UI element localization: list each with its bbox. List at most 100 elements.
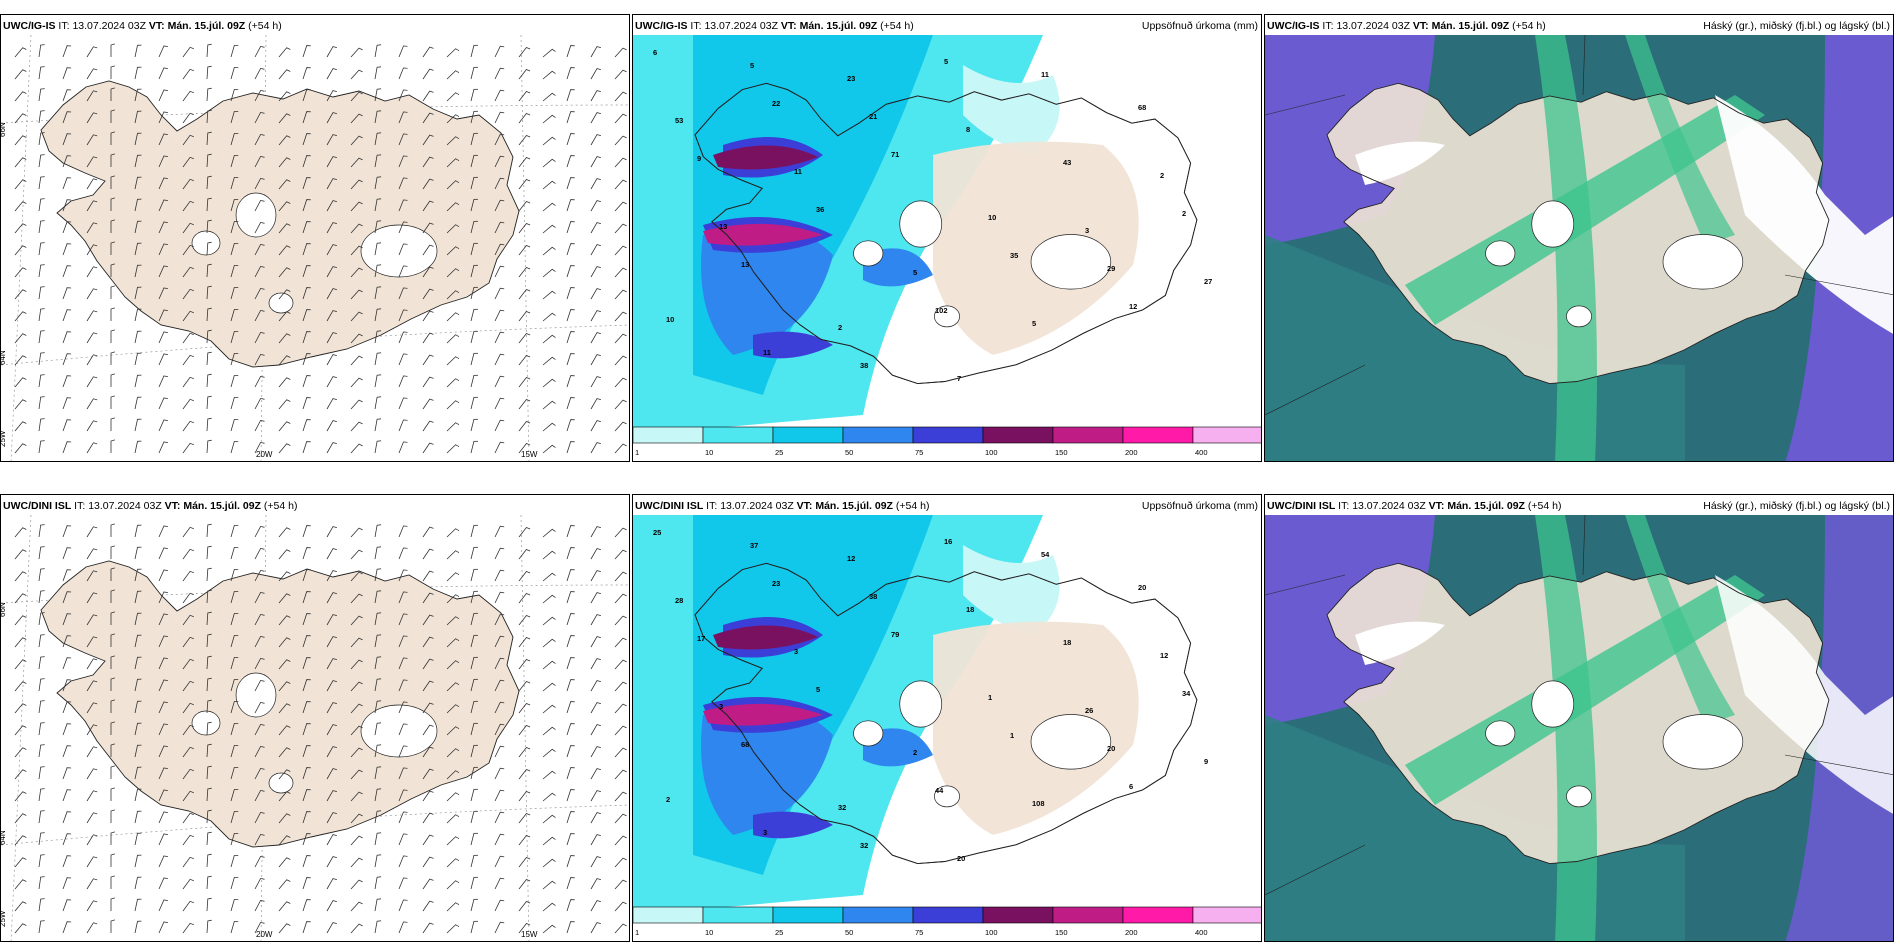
wind-barb	[206, 351, 212, 366]
wind-barb	[254, 921, 265, 934]
wind-barb	[542, 836, 556, 846]
glacier	[191, 710, 221, 736]
wind-barb	[494, 569, 505, 582]
wind-barb	[446, 836, 460, 846]
wind-barb	[566, 287, 575, 300]
wind-barb	[278, 637, 291, 648]
wind-barb	[158, 441, 168, 454]
wind-barb	[398, 221, 408, 234]
wind-barb	[110, 743, 116, 757]
wind-barb	[158, 133, 168, 146]
wind-barb	[14, 377, 27, 388]
wind-barb	[38, 220, 45, 234]
wind-barb	[62, 67, 72, 80]
vt-label: VT:	[1428, 500, 1445, 512]
wind-barb	[14, 289, 27, 300]
legend-tick: 10	[705, 448, 713, 457]
wind-barb	[614, 923, 627, 934]
wind-barb	[326, 46, 337, 58]
wind-barb	[134, 44, 142, 58]
wind-barb	[182, 112, 194, 124]
wind-barb	[518, 289, 531, 300]
wind-barbs	[14, 523, 627, 934]
wind-barb	[446, 924, 460, 934]
wind-barb	[278, 443, 291, 454]
wind-barb	[86, 570, 98, 582]
panel-title: UWC/DINI ISL IT: 13.07.2024 03Z VT: Mán.…	[1267, 500, 1561, 512]
mid-cloud-band-2	[1535, 515, 1597, 941]
wind-barb	[110, 285, 116, 299]
precip-panel-bottom: UWC/DINI ISL IT: 13.07.2024 03Z VT: Mán.…	[632, 494, 1262, 942]
wind-barb	[158, 767, 168, 780]
wind-barb	[182, 856, 194, 868]
wind-barb	[422, 200, 434, 212]
precip-value: 13	[719, 222, 727, 231]
wind-barb	[494, 745, 505, 758]
wind-barb	[422, 834, 434, 846]
wind-barb	[614, 835, 627, 846]
wind-barb	[134, 788, 142, 802]
wind-barb	[254, 899, 265, 912]
wind-barb	[590, 46, 601, 58]
wind-barb	[134, 242, 142, 256]
wind-barb	[542, 528, 556, 538]
glacier	[934, 305, 960, 328]
wind-barb	[614, 747, 627, 758]
wind-barb	[518, 703, 531, 714]
wind-barb	[326, 222, 337, 234]
wind-barb	[350, 135, 363, 146]
precip-map: 6523511685322218432911711032133653529271…	[633, 35, 1261, 461]
wind-barb	[110, 919, 116, 933]
wind-barb	[494, 155, 505, 168]
wind-barb	[422, 548, 434, 560]
wind-barb	[278, 791, 291, 802]
wind-barb	[230, 525, 239, 538]
wind-barb	[494, 921, 505, 934]
wind-barb	[182, 812, 194, 824]
wind-barb	[182, 922, 194, 934]
wind-barb-map: 66N 64N 25W 20W 15W	[1, 515, 629, 941]
wind-barb	[326, 922, 337, 934]
wind-barb	[38, 920, 45, 934]
wind-barb	[326, 68, 337, 80]
wind-barb	[566, 679, 575, 692]
legend-tick: 150	[1055, 448, 1068, 457]
glacier	[1030, 234, 1112, 290]
precip-value: 9	[697, 154, 701, 163]
wind-barb	[206, 545, 212, 560]
wind-barb	[110, 241, 116, 255]
grid-line	[1582, 35, 1586, 96]
wind-barb	[614, 179, 627, 190]
wind-barb	[278, 725, 291, 736]
wind-barb	[518, 813, 531, 824]
precip-value: 5	[750, 61, 754, 70]
wind-barb	[494, 287, 505, 300]
wind-barb	[566, 221, 575, 234]
wind-barb	[254, 591, 265, 604]
wind-barb	[110, 263, 116, 277]
wind-barb	[470, 418, 478, 432]
wind-barb	[302, 635, 311, 648]
wind-barb	[590, 548, 601, 560]
wind-barb	[326, 398, 337, 410]
wind-barb	[110, 65, 116, 79]
wind-barb	[230, 723, 239, 736]
wind-barb	[62, 221, 72, 234]
legend-tick: 25	[775, 928, 783, 937]
wind-barb	[230, 155, 239, 168]
wind-barb	[374, 722, 382, 736]
wind-barb	[518, 113, 531, 124]
wind-barb	[398, 67, 408, 80]
lon-label-15w: 15W	[521, 930, 538, 939]
wind-barb	[62, 591, 72, 604]
wind-barb	[206, 809, 212, 824]
it-label: IT:	[1322, 20, 1334, 32]
wind-barb	[614, 681, 627, 692]
wind-barb	[158, 613, 168, 626]
glacier	[1662, 714, 1744, 770]
wind-barb	[422, 288, 434, 300]
wind-barb	[158, 419, 168, 432]
legend-tick: 100	[985, 928, 998, 937]
glacier	[1531, 200, 1575, 248]
wind-barb	[422, 768, 434, 780]
